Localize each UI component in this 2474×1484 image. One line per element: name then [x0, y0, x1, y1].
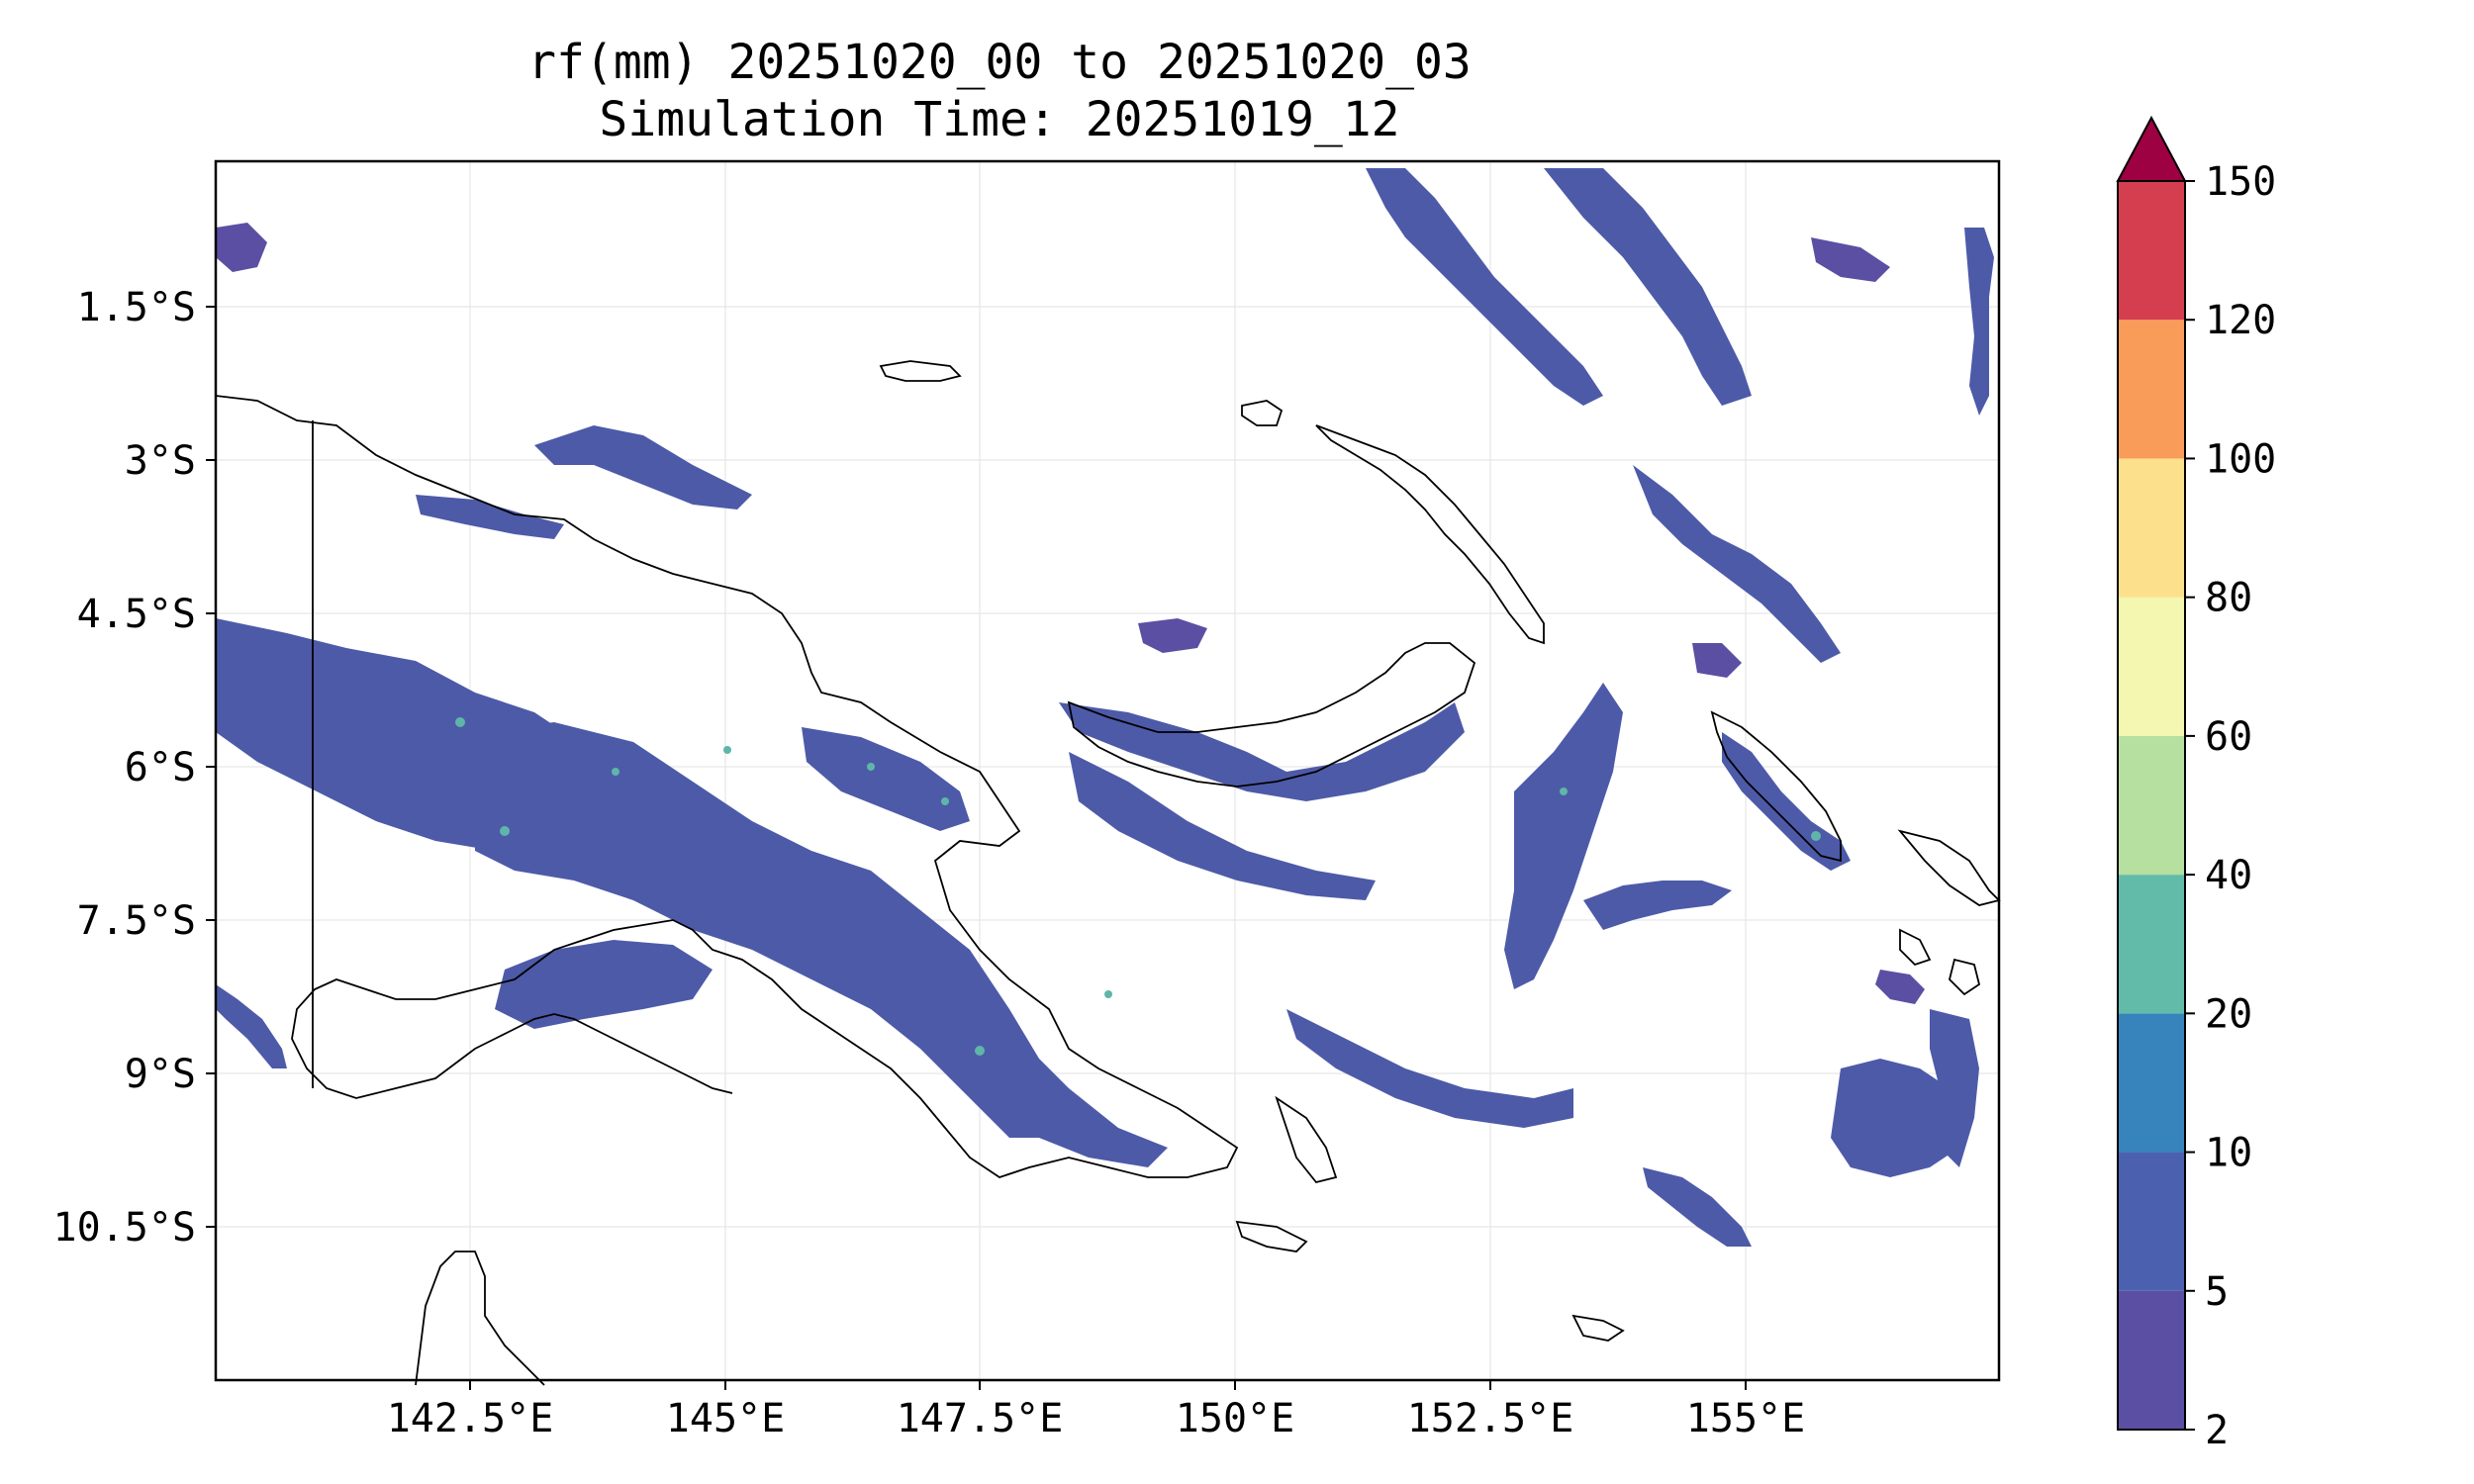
rain-patch-southeast-line: [1643, 1167, 1752, 1247]
rain-spot-9: [1811, 831, 1821, 841]
colorbar-tick-label: 120: [2205, 298, 2276, 343]
rain-patch-dark-3: [1138, 618, 1207, 653]
rain-patch-sepik: [534, 425, 752, 510]
lat-tick-label: 10.5°S: [53, 1205, 197, 1251]
chart-title: rf(mm) 20251020_00 to 20251020_03 Simula…: [0, 0, 1999, 148]
rain-patch-far-east-south: [1930, 1009, 1979, 1167]
rainfall-shading-moderate: [455, 717, 1821, 1056]
longitude-labels: 142.5°E 145°E 147.5°E 150°E 152.5°E 155°E: [387, 1380, 1805, 1441]
rain-spot-4: [723, 746, 731, 754]
coast-guadalcanal: [1899, 928, 1932, 967]
lon-tick-label: 150°E: [1176, 1396, 1294, 1441]
latitude-labels: 1.5°S 3°S 4.5°S 6°S 7.5°S 9°S 10.5°S: [53, 285, 216, 1251]
coast-islands-southeast: [1275, 1095, 1338, 1184]
lon-tick-label: 142.5°E: [387, 1396, 554, 1441]
rain-spot-5: [867, 763, 875, 771]
colorbar-segment: [2118, 1152, 2185, 1291]
coast-new-guinea-north: [215, 395, 1239, 1178]
rain-patch-bougainville-west: [1504, 683, 1623, 989]
rain-spot-3: [612, 768, 619, 776]
rainfall-shading-light: [216, 223, 1925, 1004]
colorbar-tick-label: 10: [2205, 1131, 2252, 1176]
rain-patch-northeast-band: [1544, 168, 1752, 406]
rain-patch-dark-5: [1692, 643, 1742, 678]
rain-patch-east-line: [1633, 465, 1841, 663]
rain-patch-south-coast: [495, 940, 713, 1029]
coast-new-ireland: [1315, 424, 1545, 645]
rain-spot-1: [455, 717, 465, 727]
lat-tick-label: 4.5°S: [77, 592, 196, 637]
rain-patch-far-east-column: [1964, 228, 1994, 416]
colorbar-segment: [2118, 320, 2185, 459]
rain-patch-dark-2: [1811, 237, 1890, 282]
rain-patch-dark-4: [1875, 970, 1925, 1004]
rain-patch-bismarck-line: [1286, 1009, 1573, 1128]
lon-tick-label: 145°E: [666, 1396, 785, 1441]
rain-patch-north-band: [1366, 168, 1603, 406]
lat-tick-label: 7.5°S: [77, 898, 196, 944]
rain-patch-huon: [802, 727, 970, 831]
lat-tick-label: 9°S: [125, 1052, 196, 1097]
rain-patch-new-britain-west: [1059, 702, 1465, 801]
coast-islands-south: [1235, 1220, 1308, 1252]
colorbar-segment: [2118, 597, 2185, 736]
colorbar-extend-arrow: [2116, 115, 2187, 182]
coast-island-ne: [1241, 400, 1284, 426]
rain-spot-10: [1104, 990, 1112, 998]
rain-spot-7: [975, 1046, 985, 1056]
title-line-2: Simulation Time: 20251019_12: [599, 92, 1400, 147]
coast-bougainville: [1710, 710, 1842, 863]
lat-tick-label: 3°S: [125, 438, 196, 484]
colorbar-tick-label: 100: [2205, 436, 2276, 482]
lon-tick-label: 155°E: [1686, 1396, 1805, 1441]
colorbar-segment: [2118, 875, 2185, 1014]
coast-island-east: [1571, 1314, 1625, 1342]
coast-new-britain: [1067, 642, 1476, 788]
title-line-1: rf(mm) 20251020_00 to 20251020_03: [527, 35, 1472, 90]
rain-patch-central-highlands: [475, 722, 1049, 1138]
rain-patch-north-coast: [416, 495, 564, 539]
coast-malaita: [1949, 958, 1981, 996]
lon-tick-label: 152.5°E: [1407, 1396, 1574, 1441]
lat-tick-label: 1.5°S: [77, 285, 196, 330]
colorbar-frame: [2117, 180, 2186, 1431]
colorbar-tick-label: 5: [2205, 1269, 2229, 1315]
colorbar-segment: [2118, 735, 2185, 876]
colorbar-tick-label: 2: [2205, 1408, 2229, 1453]
rain-patch-dark-1: [216, 223, 267, 272]
lon-tick-label: 147.5°E: [897, 1396, 1064, 1441]
rainfall-shading: [216, 168, 1994, 1247]
coastlines: [215, 360, 2001, 1386]
colorbar: 2 5 10 20 40 60 80 100 120 150: [2116, 115, 2276, 1453]
coast-solomons: [1897, 829, 2001, 906]
colorbar-tick-label: 60: [2205, 714, 2252, 760]
rain-patch-west-coast-south: [216, 984, 287, 1068]
rain-spot-2: [500, 826, 510, 836]
rain-patch-east-southern: [1831, 1059, 1969, 1177]
colorbar-segment: [2118, 1290, 2185, 1430]
rain-patch-new-britain-south: [1069, 752, 1376, 900]
lat-tick-label: 6°S: [125, 745, 196, 790]
rain-spot-8: [1560, 788, 1568, 795]
rain-patch-owen-stanley: [871, 890, 1168, 1167]
map-frame: [214, 159, 2001, 1382]
colorbar-segment: [2118, 1013, 2185, 1153]
rain-spot-6: [941, 797, 949, 805]
colorbar-tick-label: 150: [2205, 159, 2276, 205]
rain-patch-bougainville: [1722, 732, 1851, 871]
rain-patch-solomon-sea: [1583, 881, 1732, 930]
colorbar-tick-label: 20: [2205, 991, 2252, 1037]
colorbar-segment: [2118, 181, 2185, 321]
colorbar-tick-label: 40: [2205, 853, 2252, 898]
coast-manus: [879, 360, 962, 382]
colorbar-segment: [2118, 458, 2185, 598]
coast-cape-york: [415, 1251, 545, 1386]
colorbar-tick-label: 80: [2205, 576, 2252, 621]
